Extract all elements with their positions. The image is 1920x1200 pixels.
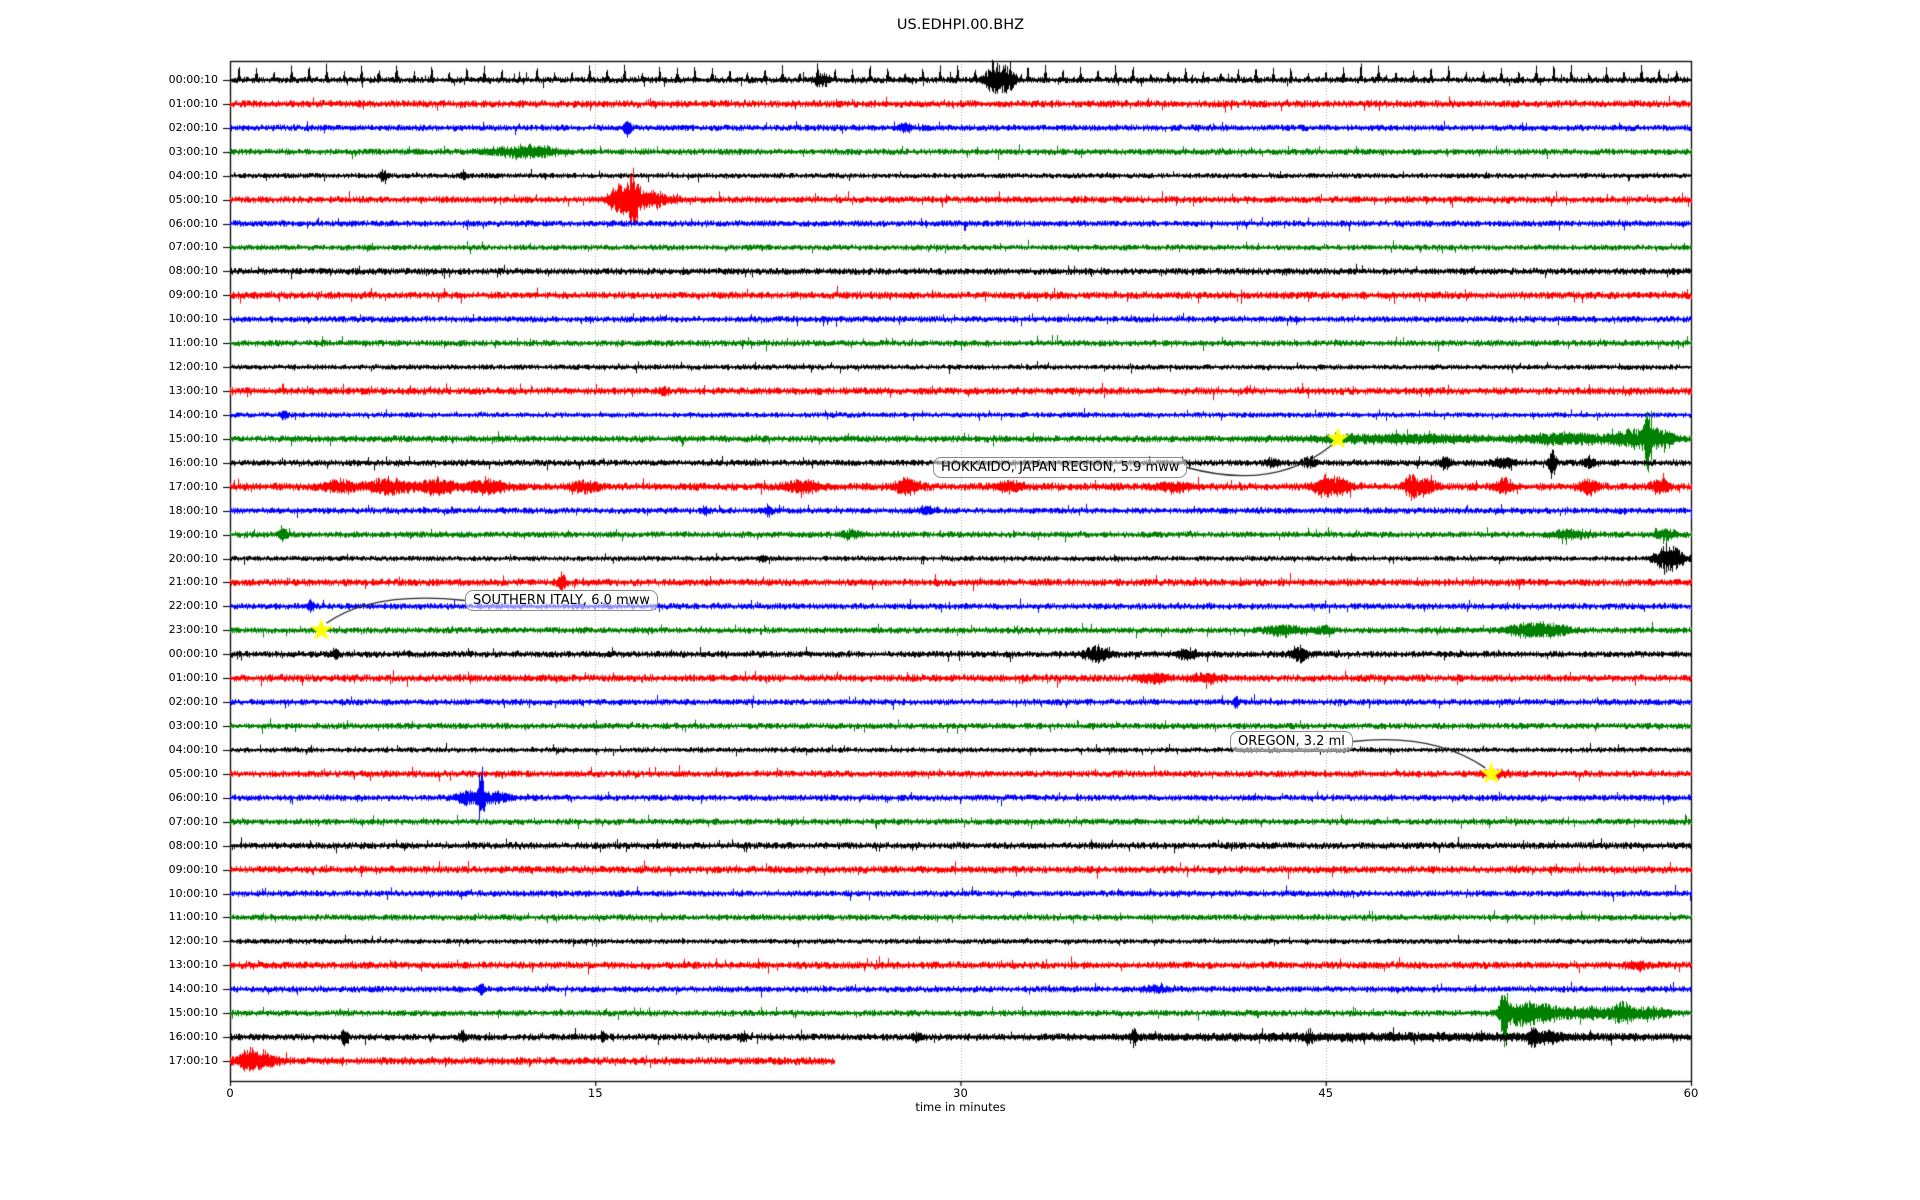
trace-row-label: 10:00:10 <box>168 886 218 900</box>
annotation-southern-italy: SOUTHERN ITALY, 6.0 mww <box>465 590 658 611</box>
trace-row-label: 05:00:10 <box>168 766 218 780</box>
trace-row-label: 15:00:10 <box>168 431 218 445</box>
trace-row-label: 05:00:10 <box>168 192 218 206</box>
trace-row-label: 03:00:10 <box>168 144 218 158</box>
x-tick-label: 30 <box>953 1086 968 1100</box>
trace-row-label: 06:00:10 <box>168 216 218 230</box>
trace-row-label: 04:00:10 <box>168 742 218 756</box>
trace-row-label: 03:00:10 <box>168 719 218 733</box>
trace-row-label: 08:00:10 <box>168 264 218 278</box>
trace-row-label: 07:00:10 <box>168 814 218 828</box>
trace-row-label: 19:00:10 <box>168 527 218 541</box>
trace-row-label: 01:00:10 <box>168 671 218 685</box>
page-title: US.EDHPI.00.BHZ <box>896 17 1025 33</box>
trace-row-label: 13:00:10 <box>168 384 218 398</box>
trace-row-label: 08:00:10 <box>168 838 218 852</box>
annotation-hokkaido-japan: HOKKAIDO, JAPAN REGION, 5.9 mww <box>933 457 1188 478</box>
x-tick-label: 45 <box>1318 1086 1334 1100</box>
trace-row-label: 17:00:10 <box>168 479 218 493</box>
trace-row-label: 11:00:10 <box>168 910 218 924</box>
trace-row-label: 17:00:10 <box>168 1054 218 1067</box>
x-tick-label: 60 <box>1683 1086 1699 1100</box>
trace-row-label: 07:00:10 <box>168 240 218 254</box>
trace-row-label: 12:00:10 <box>168 934 218 948</box>
trace-row-label: 01:00:10 <box>168 96 218 110</box>
trace-row-label: 04:00:10 <box>168 168 218 182</box>
trace-row-label: 16:00:10 <box>168 1030 218 1044</box>
trace-row-label: 10:00:10 <box>168 312 218 326</box>
x-axis-label: time in minutes <box>915 1100 1006 1114</box>
trace-row-label: 14:00:10 <box>168 407 218 421</box>
trace-row-label: 20:00:10 <box>168 551 218 565</box>
trace-row-label: 00:00:10 <box>168 73 218 86</box>
trace-row-label: 09:00:10 <box>168 288 218 302</box>
trace-row-label: 18:00:10 <box>168 503 218 517</box>
annotation-oregon: OREGON, 3.2 ml <box>1230 731 1353 752</box>
trace-row-label: 22:00:10 <box>168 599 218 613</box>
trace-row-label: 13:00:10 <box>168 958 218 972</box>
x-tick-label: 0 <box>226 1086 234 1100</box>
trace-row-label: 14:00:10 <box>168 982 218 996</box>
trace-row-label: 23:00:10 <box>168 623 218 637</box>
trace-row-label: 00:00:10 <box>168 647 218 661</box>
trace-row-label: 21:00:10 <box>168 575 218 589</box>
x-tick-label: 15 <box>587 1086 603 1100</box>
trace-row-label: 02:00:10 <box>168 695 218 709</box>
trace-row-label: 09:00:10 <box>168 862 218 876</box>
trace-row-label: 06:00:10 <box>168 790 218 804</box>
trace-row-label: 11:00:10 <box>168 336 218 350</box>
trace-row-label: 15:00:10 <box>168 1006 218 1020</box>
trace-row-label: 12:00:10 <box>168 360 218 374</box>
trace-row-label: 02:00:10 <box>168 120 218 134</box>
trace-row-label: 16:00:10 <box>168 455 218 469</box>
